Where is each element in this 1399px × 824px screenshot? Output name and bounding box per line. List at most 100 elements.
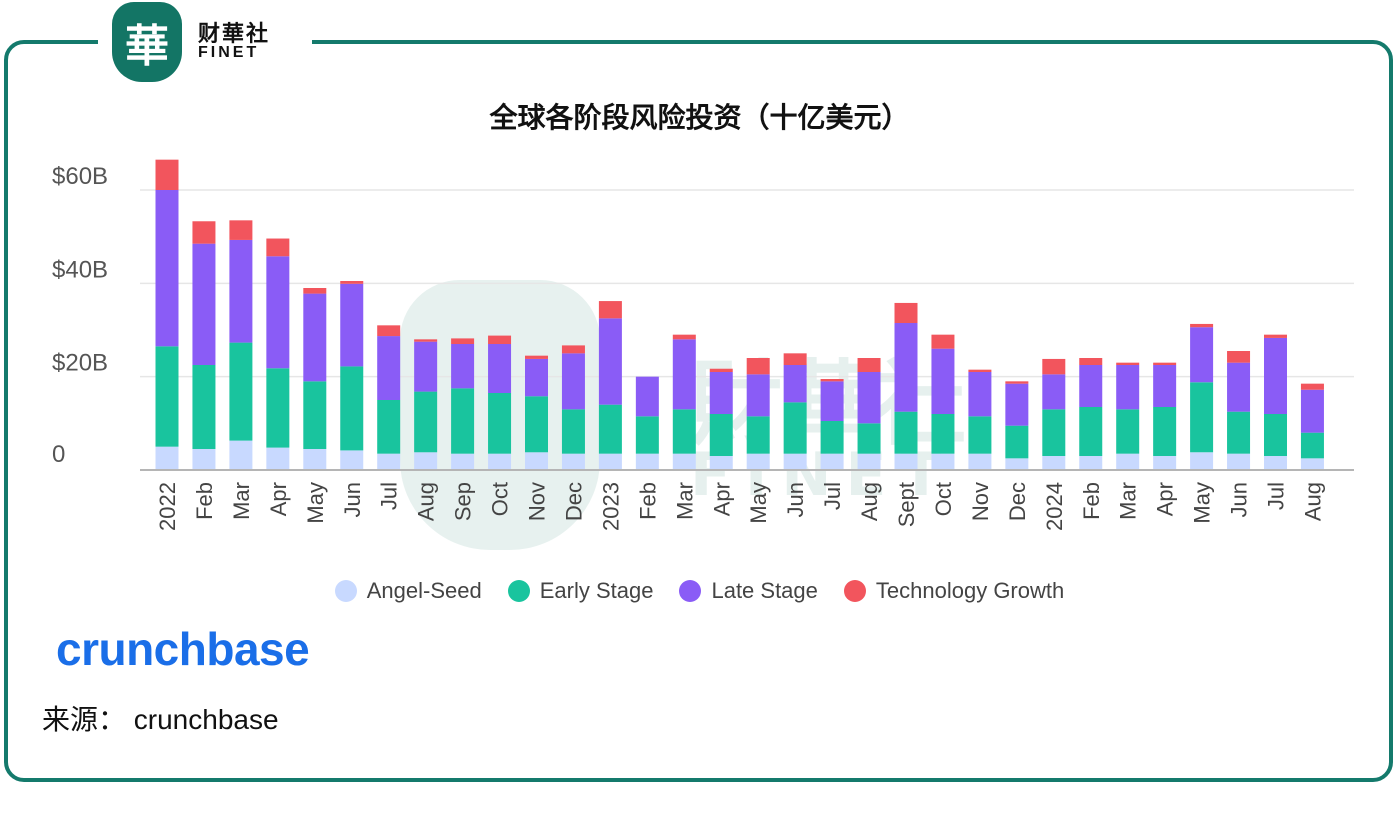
chart-legend: Angel-Seed Early Stage Late Stage Technolog… [0,578,1399,604]
bar-segment [709,456,733,470]
legend-item: Technology Growth [843,578,1064,604]
bar-segment [672,339,696,410]
bar-segment [746,416,770,454]
bar-segment [1227,453,1251,470]
bar-segment [340,366,364,451]
bar-segment [709,372,733,414]
bar-segment [1190,327,1214,383]
x-tick-label: May [303,482,328,524]
bar-segment [1190,382,1214,453]
bar-segment [488,335,512,344]
x-tick-label: May [1190,482,1215,524]
bar-segment [968,416,992,454]
bar-segment [746,358,770,375]
bar-segment [414,452,438,470]
bar-segment [561,353,585,410]
bar-segment [894,453,918,470]
bar-segment [857,372,881,424]
legend-swatch-icon [679,580,702,602]
logo-seal-char: 華 [125,21,169,72]
bar-segment [1227,411,1251,454]
bar-segment [598,301,622,319]
bar-segment [894,302,918,323]
bar-segment [451,344,475,389]
bar-segment [598,318,622,405]
crunchbase-logo: crunchbase [56,623,310,675]
bar-segment [820,421,844,454]
y-tick-label: $60B [52,163,108,190]
bar-segment [746,374,770,417]
bar-segment [229,440,253,470]
bar-segment [525,358,548,397]
bar-segment [783,402,807,454]
bar-segment [229,220,253,240]
bar-segment [377,325,401,337]
bar-segment [709,414,733,456]
bar-segment [266,368,290,448]
bar-segment [192,449,216,470]
y-tick-label: 0 [52,441,65,468]
bar-segment [1264,337,1287,414]
bar-segment [894,323,918,412]
bar-segment [857,423,881,454]
bar-segment [1116,453,1140,470]
bar-segment [303,288,327,294]
bar-segment [1264,414,1287,456]
x-tick-label: May [746,482,771,524]
bar-segment [266,447,290,470]
bar-segment [1116,362,1140,365]
legend-label: Late Stage [711,578,818,603]
x-tick-label: Oct [488,482,513,516]
bar-segment [1153,456,1177,470]
legend-label: Angel-Seed [366,578,482,603]
bar-segment [1153,407,1177,456]
x-tick-label: Mar [229,482,254,520]
bar-segment [377,453,401,470]
bar-segment [1079,456,1103,470]
bar-segment [1227,351,1251,363]
bar-segment [488,344,512,393]
bar-segment [155,159,179,190]
bar-segment [561,409,585,454]
bar-segment [1153,365,1177,407]
bar-segment [192,243,216,365]
bar-segment [266,256,290,369]
bar-segment [1079,407,1103,456]
bar-segment [746,453,770,470]
bar-segment [303,449,327,470]
bar-segment [857,358,881,372]
bar-segment [1264,334,1287,338]
bar-segment [1190,323,1214,328]
x-tick-label: Sept [894,482,919,527]
bar-segment [635,376,659,417]
bar-segment [340,450,364,470]
x-tick-label: Dec [561,482,586,521]
x-tick-label: Mar [672,482,697,520]
bar-segment [1153,362,1177,365]
bar-segment [488,393,512,454]
x-tick-label: Jul [1264,482,1289,510]
legend-swatch-icon [507,580,530,602]
x-tick-label: Feb [192,482,217,520]
bar-segment [894,411,918,454]
x-tick-label: Jun [340,482,365,517]
bar-segment [155,446,179,470]
x-tick-label: Apr [1153,482,1178,516]
bar-segment [414,391,438,453]
bar-segment [931,414,955,454]
bar-segment [561,345,585,354]
x-tick-label: Apr [266,482,291,516]
x-tick-label: Oct [931,482,956,516]
bar-segment [1300,383,1324,390]
bar-segment [672,409,696,454]
chart-title: 全球各阶段风险投资（十亿美元） [489,101,910,134]
x-tick-label: Aug [857,482,882,521]
bar-segment [709,368,733,372]
bar-segment [968,372,992,417]
source-note: 来源： crunchbase [42,704,279,735]
bar-segment [192,365,216,449]
bar-segment [672,334,696,340]
logo-text-en: FINET [198,44,260,61]
bar-segment [1227,362,1251,412]
bar-segment [1042,358,1066,375]
